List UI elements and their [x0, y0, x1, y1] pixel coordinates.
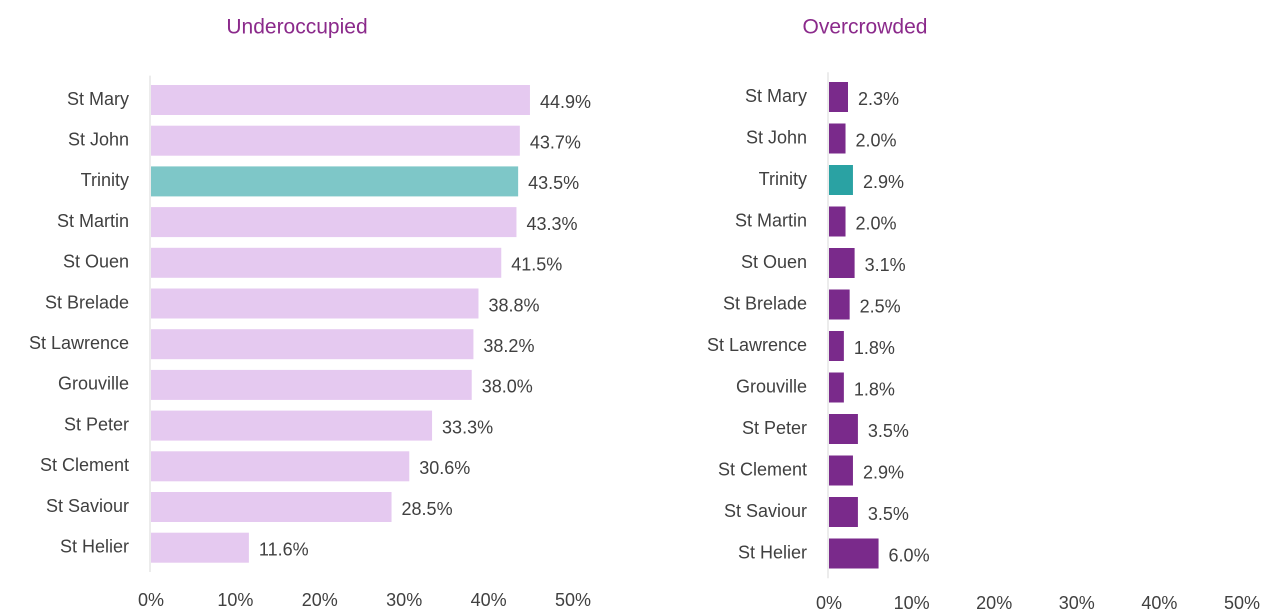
- x-tick-label: 0%: [816, 593, 842, 611]
- x-tick-label: 30%: [386, 590, 422, 610]
- y-tick-label: St Lawrence: [707, 335, 807, 355]
- y-tick-label: St Mary: [67, 89, 129, 109]
- x-tick-label: 40%: [1141, 593, 1177, 611]
- y-tick-label: St Helier: [60, 536, 129, 556]
- bar: [151, 166, 519, 197]
- value-label: 2.5%: [860, 296, 901, 316]
- y-tick-label: St Clement: [40, 455, 129, 475]
- x-tick-label: 10%: [217, 590, 253, 610]
- x-tick-label: 10%: [894, 593, 930, 611]
- bar: [829, 372, 844, 403]
- y-tick-label: St John: [746, 127, 807, 147]
- value-label: 11.6%: [259, 539, 309, 559]
- value-label: 2.9%: [863, 172, 904, 192]
- value-label: 38.2%: [483, 336, 534, 356]
- y-tick-label: St Brelade: [723, 293, 807, 313]
- bar: [151, 532, 249, 563]
- bar: [151, 451, 410, 482]
- y-tick-label: St Clement: [718, 459, 807, 479]
- y-tick-label: St Martin: [735, 210, 807, 230]
- value-label: 38.8%: [488, 295, 539, 315]
- bar: [829, 248, 855, 278]
- x-tick-label: 20%: [976, 593, 1012, 611]
- value-label: 2.3%: [858, 89, 899, 109]
- value-label: 33.3%: [442, 417, 493, 437]
- value-label: 38.0%: [482, 377, 533, 397]
- bar: [151, 125, 520, 156]
- bar: [151, 207, 517, 238]
- y-tick-label: St Mary: [745, 86, 807, 106]
- bar: [829, 331, 844, 361]
- bar: [151, 492, 392, 522]
- bar: [829, 165, 853, 195]
- x-tick-label: 0%: [138, 590, 164, 610]
- value-label: 43.3%: [526, 214, 577, 234]
- value-label: 1.8%: [854, 379, 895, 399]
- x-tick-label: 50%: [555, 590, 591, 610]
- x-tick-label: 30%: [1059, 593, 1095, 611]
- bar: [829, 289, 850, 320]
- x-tick-label: 40%: [471, 590, 507, 610]
- y-tick-label: St Ouen: [63, 252, 129, 272]
- value-label: 3.5%: [868, 421, 909, 441]
- bar: [151, 329, 474, 360]
- value-label: 3.1%: [865, 255, 906, 275]
- bar: [829, 497, 858, 527]
- value-label: 41.5%: [511, 255, 562, 275]
- y-tick-label: Trinity: [759, 169, 807, 189]
- value-label: 30.6%: [419, 458, 470, 478]
- bar: [151, 369, 472, 400]
- y-tick-label: Grouville: [58, 374, 129, 394]
- value-label: 3.5%: [868, 504, 909, 524]
- bar: [829, 538, 879, 569]
- value-label: 6.0%: [889, 545, 930, 565]
- bar: [151, 288, 479, 319]
- bar: [151, 247, 502, 278]
- y-tick-label: St Lawrence: [29, 333, 129, 353]
- y-tick-label: St Martin: [57, 211, 129, 231]
- y-tick-label: St Helier: [738, 542, 807, 562]
- value-label: 28.5%: [402, 499, 453, 519]
- x-tick-label: 50%: [1224, 593, 1260, 611]
- y-tick-label: St Peter: [742, 418, 807, 438]
- y-tick-label: St Saviour: [724, 501, 807, 521]
- bar: [151, 85, 530, 115]
- value-label: 2.0%: [856, 213, 897, 233]
- y-tick-label: St Brelade: [45, 292, 129, 312]
- value-label: 2.0%: [856, 130, 897, 150]
- bar: [151, 410, 433, 441]
- y-tick-label: St Saviour: [46, 496, 129, 516]
- y-tick-label: St Ouen: [741, 252, 807, 272]
- bar: [829, 414, 858, 444]
- bar: [829, 82, 848, 112]
- y-tick-label: St John: [68, 129, 129, 149]
- bar: [829, 455, 853, 486]
- y-tick-label: Grouville: [736, 376, 807, 396]
- value-label: 43.5%: [528, 173, 579, 193]
- bar: [829, 206, 846, 237]
- chart-title: Overcrowded: [803, 16, 928, 39]
- value-label: 43.7%: [530, 132, 581, 152]
- value-label: 2.9%: [863, 462, 904, 482]
- chart-title: Underoccupied: [226, 16, 367, 39]
- y-tick-label: St Peter: [64, 414, 129, 434]
- value-label: 1.8%: [854, 338, 895, 358]
- bar: [829, 123, 846, 154]
- y-tick-label: Trinity: [81, 170, 129, 190]
- x-tick-label: 20%: [302, 590, 338, 610]
- value-label: 44.9%: [540, 92, 591, 112]
